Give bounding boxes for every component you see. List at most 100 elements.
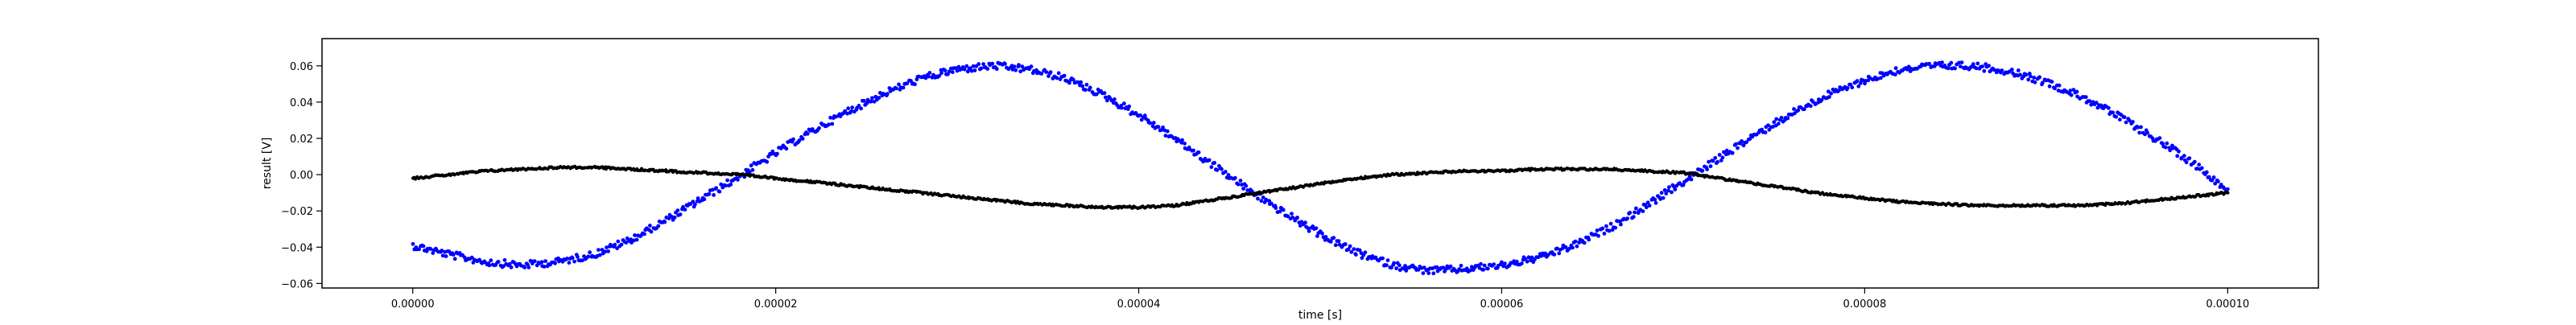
data-point (1079, 80, 1084, 84)
y-tick-label: 0.02 (290, 134, 313, 146)
data-point (1573, 239, 1578, 244)
data-point (1641, 209, 1645, 213)
data-point (1850, 85, 1855, 90)
data-point (2216, 179, 2220, 183)
data-point (1441, 265, 1446, 270)
data-point (1563, 245, 1568, 249)
data-point (2114, 114, 2119, 119)
y-tick-label: −0.02 (281, 206, 313, 218)
data-point (576, 254, 580, 259)
data-point (1274, 206, 1278, 210)
data-point (469, 255, 474, 260)
data-point (1084, 82, 1089, 87)
data-point (509, 265, 514, 269)
series-0 (411, 60, 2230, 276)
data-point (1708, 164, 1713, 169)
data-point (979, 66, 984, 71)
data-point (710, 187, 715, 192)
y-tick-label: −0.06 (281, 278, 313, 290)
data-point (1426, 271, 1431, 275)
data-point (586, 254, 591, 259)
data-point (937, 73, 942, 78)
data-point (843, 109, 848, 113)
data-point (775, 151, 779, 156)
data-point (969, 68, 974, 73)
data-point (487, 263, 492, 268)
data-point (1689, 177, 1694, 182)
data-point (947, 69, 952, 74)
x-tick-label: 0.00000 (391, 298, 435, 311)
data-point (672, 215, 677, 220)
data-point (1298, 224, 1302, 228)
data-point (619, 242, 624, 247)
data-point (1337, 242, 1342, 247)
data-point (869, 99, 873, 104)
data-point (1974, 66, 1979, 71)
data-point (2041, 80, 2045, 85)
data-point (1845, 86, 1850, 90)
data-point (1094, 92, 1099, 97)
data-point (1552, 253, 1557, 257)
data-point (570, 256, 575, 261)
data-point (1779, 115, 1784, 120)
data-point (1012, 64, 1017, 69)
data-point (1259, 199, 1264, 204)
data-point (553, 261, 557, 265)
data-point (539, 260, 544, 265)
data-point (725, 178, 729, 183)
data-point (1431, 271, 1436, 276)
data-point (1740, 139, 1744, 143)
data-point (750, 167, 755, 172)
data-point (1056, 71, 1061, 76)
data-point (1653, 200, 1658, 205)
data-point (981, 62, 985, 66)
data-point (526, 265, 531, 269)
data-point (2037, 75, 2042, 80)
data-point (1238, 179, 1243, 183)
data-point (1608, 221, 1613, 226)
data-point (1122, 101, 1126, 106)
data-point (1555, 246, 1559, 251)
data-point (976, 62, 981, 67)
data-point (1715, 159, 1720, 164)
data-point (2137, 130, 2142, 135)
data-point (1659, 191, 1664, 195)
data-point (1707, 159, 1711, 164)
data-point (1331, 236, 1336, 241)
data-point (588, 250, 592, 255)
data-point (1848, 82, 1853, 87)
data-point (1113, 97, 1117, 101)
data-point (1201, 159, 1205, 164)
data-point (1664, 191, 1669, 195)
data-point (1256, 196, 1260, 201)
data-point (1514, 259, 1519, 264)
data-point (2165, 141, 2169, 146)
data-point (2177, 149, 2181, 154)
data-point (1700, 168, 1705, 173)
data-point (905, 81, 910, 86)
data-point (1352, 247, 1356, 251)
data-point (1826, 89, 1831, 94)
data-point (1748, 137, 1752, 142)
data-point (827, 122, 831, 127)
data-point (1017, 63, 1021, 68)
data-point (828, 115, 832, 120)
data-point (1774, 117, 1779, 121)
data-point (1105, 98, 1109, 103)
data-point (1469, 265, 1474, 269)
data-point (1713, 155, 1718, 160)
data-point (1048, 70, 1053, 75)
data-point (719, 182, 724, 187)
data-point (648, 224, 652, 228)
data-point (1156, 125, 1161, 130)
data-point (1013, 68, 1018, 72)
y-tick-label: 0.06 (290, 61, 313, 73)
data-point (800, 137, 805, 141)
data-point (2057, 83, 2062, 88)
data-point (1468, 268, 1472, 273)
data-point (688, 202, 693, 206)
data-point (1730, 150, 1735, 155)
data-point (765, 159, 770, 164)
data-point (2074, 89, 2079, 94)
data-point (2122, 115, 2127, 120)
